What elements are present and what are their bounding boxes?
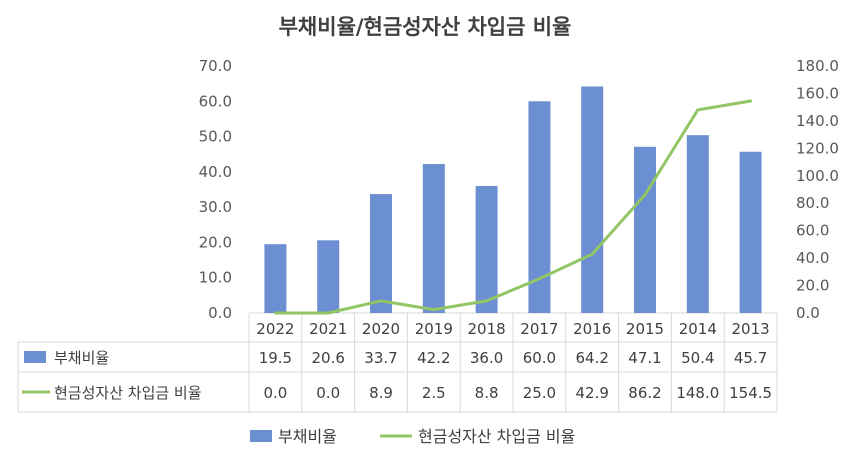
left-tick-label: 70.0: [199, 57, 232, 75]
right-tick-label: 20.0: [796, 277, 829, 295]
bar-2019: [422, 164, 445, 313]
table-value: 8.9: [369, 384, 393, 402]
table-value: 42.2: [417, 349, 450, 367]
legend-label-line: 현금성자산 차입금 비율: [418, 427, 575, 446]
bar-2017: [528, 101, 551, 314]
legend: 부채비율 현금성자산 차입금 비율: [250, 427, 575, 446]
line-series: [273, 99, 753, 315]
right-tick-label: 140.0: [796, 112, 839, 130]
left-tick-label: 60.0: [199, 92, 232, 110]
bar-series: [264, 86, 762, 314]
left-tick-label: 0.0: [208, 304, 232, 322]
left-tick-label: 50.0: [199, 128, 232, 146]
table-series-name: 현금성자산 차입금 비율: [54, 384, 202, 402]
right-tick-label: 100.0: [796, 167, 839, 185]
table-value: 45.7: [734, 349, 767, 367]
line-path: [273, 99, 753, 315]
bar-2021: [317, 240, 340, 313]
table-value: 60.0: [523, 349, 556, 367]
table-value: 25.0: [523, 384, 556, 402]
bar-2020: [370, 194, 392, 313]
bar-2022: [264, 244, 287, 313]
legend-label-bar: 부채비율: [278, 427, 337, 446]
table-value: 8.8: [475, 384, 499, 402]
legend-key-bar: [250, 430, 272, 442]
table-value: 86.2: [628, 384, 661, 402]
category-label: 2022: [256, 320, 294, 338]
right-tick-label: 60.0: [796, 222, 829, 240]
left-tick-label: 10.0: [199, 269, 232, 287]
left-tick-label: 30.0: [199, 198, 232, 216]
bar-2015: [634, 146, 656, 313]
right-tick-label: 80.0: [796, 194, 829, 212]
data-table: 2022 2021 2020 2019 2018 2017 2016 2015 2014 2013…: [22, 320, 772, 402]
category-label: 2016: [573, 320, 611, 338]
table-series-name: 부채비율: [54, 349, 109, 367]
category-label: 2013: [732, 320, 770, 338]
bar-2016: [581, 86, 604, 313]
bar-2018: [475, 185, 498, 313]
chart-title: 부채비율/현금성자산 차입금 비율: [279, 15, 572, 39]
left-tick-label: 40.0: [199, 163, 232, 181]
right-tick-label: 180.0: [796, 57, 839, 75]
category-label: 2017: [520, 320, 558, 338]
right-axis-ticks: 0.0 20.0 40.0 60.0 80.0 100.0 120.0 140.0 160.0 1…: [796, 57, 839, 322]
table-value: 2.5: [422, 384, 446, 402]
category-label: 2015: [626, 320, 664, 338]
table-value: 42.9: [575, 384, 608, 402]
category-label: 2014: [679, 320, 717, 338]
bar-2014: [686, 135, 709, 313]
table-value: 0.0: [263, 384, 287, 402]
right-tick-label: 0.0: [796, 304, 820, 322]
category-label: 2018: [468, 320, 506, 338]
left-tick-label: 20.0: [199, 233, 232, 251]
table-value: 154.5: [729, 384, 772, 402]
table-value: 47.1: [628, 349, 661, 367]
table-value: 50.4: [681, 349, 714, 367]
table-value: 36.0: [470, 349, 503, 367]
right-tick-label: 160.0: [796, 84, 839, 102]
left-axis-ticks: 0.0 10.0 20.0 30.0 40.0 50.0 60.0 70.0: [199, 57, 232, 322]
table-value: 19.5: [259, 349, 292, 367]
category-label: 2019: [415, 320, 453, 338]
category-label: 2021: [309, 320, 347, 338]
table-value: 64.2: [575, 349, 608, 367]
table-value: 0.0: [316, 384, 340, 402]
table-key-bar: [24, 351, 46, 363]
data-table-grid: [17, 312, 778, 413]
table-value: 20.6: [311, 349, 344, 367]
right-tick-label: 120.0: [796, 139, 839, 157]
right-tick-label: 40.0: [796, 249, 829, 267]
category-label: 2020: [362, 320, 400, 338]
bar-2013: [739, 151, 762, 313]
table-value: 148.0: [676, 384, 719, 402]
table-value: 33.7: [364, 349, 397, 367]
